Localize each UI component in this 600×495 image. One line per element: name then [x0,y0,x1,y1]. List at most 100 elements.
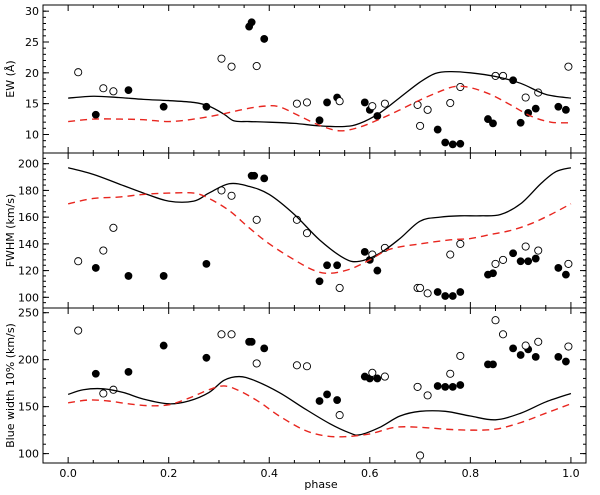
open-data-point [446,250,455,259]
open-data-point [534,337,543,346]
open-data-point [423,391,432,400]
model-solid-line [67,167,572,263]
open-data-point [423,105,432,114]
filled-data-point [456,139,465,148]
open-data-point [252,215,261,224]
filled-data-point [247,18,256,27]
y-tick-label: 160 [18,211,39,224]
filled-data-point [159,341,168,350]
filled-data-point [509,344,517,353]
filled-data-point [159,272,168,280]
y-tick-label: 180 [18,184,39,197]
open-data-point [335,97,344,106]
open-data-point [109,223,118,232]
filled-data-point [360,98,369,107]
filled-data-point [202,353,211,362]
filled-data-point [448,292,457,300]
open-data-point [416,121,425,130]
filled-data-point [441,383,450,391]
panel-ew: 10 15 20 25 30 EW (Å) [4,4,587,154]
open-data-point [368,102,377,111]
filled-data-point [524,109,533,117]
filled-data-point [250,171,259,180]
filled-data-point [433,288,442,296]
filled-data-point [373,266,382,275]
filled-data-point [489,360,497,369]
filled-data-point [315,397,324,405]
x-tick-label: 0.8 [462,467,480,480]
open-data-point [446,369,455,378]
filled-data-point [91,264,100,272]
filled-data-point [561,105,570,114]
filled-data-point [524,257,533,266]
filled-data-point [202,260,211,268]
open-data-point [564,342,573,351]
open-data-point [74,326,83,335]
filled-data-point [124,272,133,280]
filled-data-point [433,382,442,390]
open-data-point [335,411,344,420]
open-data-point [99,246,108,255]
filled-data-point [554,102,563,111]
y-tick-label: 250 [18,307,39,320]
filled-data-point [441,292,450,300]
filled-data-point [323,98,331,107]
open-data-point [416,283,425,293]
filled-data-point [456,288,465,296]
open-data-point [74,257,83,266]
open-data-point [423,289,432,298]
open-data-point [456,239,465,248]
open-data-point [521,341,530,350]
x-axis-label: phase [304,478,337,491]
open-data-point [217,330,226,339]
y-tick-label: 100 [18,448,39,461]
open-data-point [99,84,108,93]
filled-data-point [91,369,100,378]
filled-data-point [554,264,563,272]
open-data-point [99,389,108,398]
filled-data-point [456,381,465,389]
open-data-point [446,99,455,108]
filled-data-point [260,174,269,183]
filled-data-point [323,390,331,399]
open-data-point [292,99,301,108]
y-tick-label: 140 [18,238,39,251]
open-data-point [380,372,389,381]
filled-data-point [531,104,540,113]
filled-data-point [561,270,570,279]
filled-data-point [373,374,382,383]
filled-data-point [489,269,497,278]
open-data-point [491,316,500,325]
open-data-point [368,368,377,377]
filled-data-point [323,261,331,270]
open-data-point [534,246,543,255]
y-axis-label: EW (Å) [4,60,17,97]
y-tick-label: 200 [18,354,39,367]
open-data-point [227,330,236,339]
filled-data-point [260,344,269,353]
x-tick-label: 0.2 [160,467,178,480]
open-data-point [335,283,344,293]
model-solid-line [67,375,572,436]
x-tick-label: 1.0 [562,467,580,480]
filled-data-point [91,110,100,119]
open-data-point [227,191,236,200]
open-data-point [302,362,312,371]
panel-frame [42,307,587,464]
open-data-point [564,62,573,71]
y-tick-label: 150 [18,401,39,414]
filled-data-point [433,125,442,134]
filled-data-point [333,396,342,404]
filled-data-point [260,35,269,43]
filled-data-point [159,102,168,111]
open-data-point [302,98,312,107]
open-data-point [74,68,83,77]
filled-data-point [509,249,517,258]
open-data-point [564,259,573,268]
open-data-point [521,93,530,102]
model-dashed-line [68,85,571,132]
y-tick-label: 15 [25,98,39,111]
